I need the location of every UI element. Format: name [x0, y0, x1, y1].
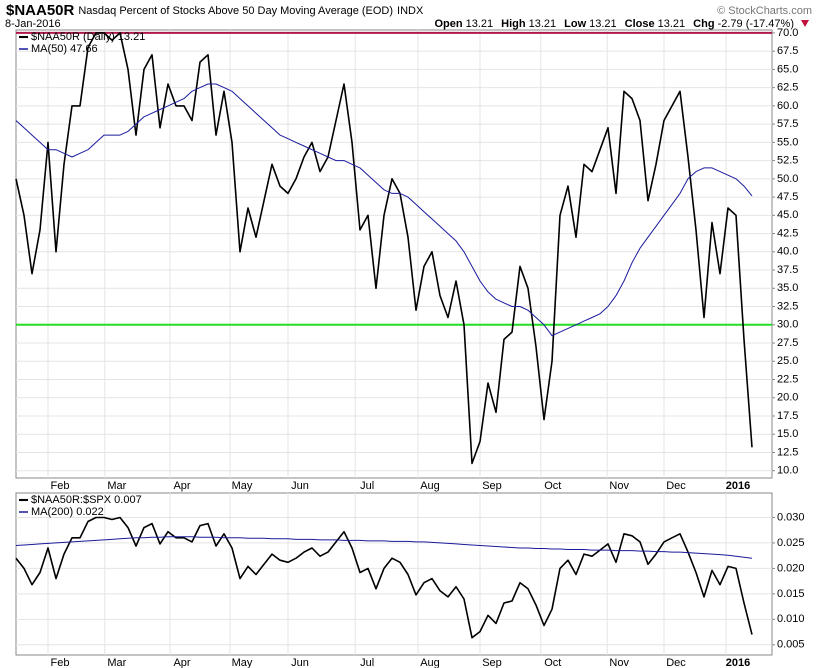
y-tick-label: 45.0: [777, 209, 798, 221]
y-tick-label: 37.5: [777, 264, 798, 276]
x-tick-label: Jun: [291, 657, 309, 668]
y-tick-label: 0.005: [777, 639, 805, 651]
x-tick-label: Sep: [482, 657, 502, 668]
y-tick-label: 47.5: [777, 191, 798, 203]
x-tick-label: Apr: [173, 480, 190, 492]
title: Nasdaq Percent of Stocks Above 50 Day Mo…: [78, 5, 393, 17]
x-tick-label: Sep: [482, 480, 502, 492]
legend-label: MA(200) 0.022: [31, 506, 104, 518]
line-series: [15, 32, 753, 465]
quote-label: Chg: [693, 18, 714, 30]
x-tick-label: Mar: [107, 657, 126, 668]
y-tick-label: 10.0: [777, 465, 798, 477]
x-tick-label: Jul: [360, 480, 374, 492]
y-tick-label: 27.5: [777, 337, 798, 349]
symbol: $NAA50R: [6, 2, 75, 19]
y-tick-label: 0.010: [777, 613, 805, 625]
y-tick-label: 70.0: [777, 27, 798, 39]
y-tick-label: 35.0: [777, 282, 798, 294]
y-tick-label: 20.0: [777, 392, 798, 404]
x-tick-label: Oct: [544, 657, 561, 668]
y-tick-label: 22.5: [777, 373, 798, 385]
legend-label: $NAA50R (Daily) 13.21: [31, 31, 145, 43]
x-tick-label: Dec: [666, 657, 686, 668]
quote-label: Close: [625, 18, 655, 30]
chart-title: $NAA50R Nasdaq Percent of Stocks Above 50…: [6, 2, 424, 19]
y-tick-label: 0.020: [777, 562, 805, 574]
x-tick-label: May: [232, 657, 253, 668]
quote-value: 13.21: [466, 18, 494, 30]
quote: Open 13.21 High 13.21 Low 13.21 Close 13.21 Chg -…: [435, 18, 795, 30]
line-series: [15, 536, 753, 559]
down-arrow: [801, 20, 809, 27]
x-tick-label: Aug: [420, 657, 440, 668]
y-tick-label: 15.0: [777, 428, 798, 440]
x-tick-label: 2016: [726, 480, 750, 492]
quote-value: 13.21: [658, 18, 686, 30]
quote-value: -2.79 (-17.47%): [718, 18, 794, 30]
watermark: © StockCharts.com: [717, 5, 812, 17]
legend-label: $NAA50R:$SPX 0.007: [31, 494, 142, 506]
quote-value: 13.21: [529, 18, 557, 30]
quote-label: High: [501, 18, 526, 30]
x-tick-label: Jun: [291, 480, 309, 492]
line-series: [15, 516, 753, 639]
y-tick-label: 25.0: [777, 355, 798, 367]
x-tick-label: Jul: [360, 657, 374, 668]
quote-label: Open: [435, 18, 463, 30]
y-tick-label: 62.5: [777, 82, 798, 94]
y-tick-label: 30.0: [777, 319, 798, 331]
y-tick-label: 50.0: [777, 173, 798, 185]
quote-value: 13.21: [589, 18, 617, 30]
y-tick-label: 40.0: [777, 246, 798, 258]
y-tick-label: 0.015: [777, 588, 805, 600]
y-tick-label: 55.0: [777, 136, 798, 148]
y-tick-label: 67.5: [777, 45, 798, 57]
plot-area: [15, 492, 773, 656]
x-tick-label: Oct: [544, 480, 561, 492]
legend-label: MA(50) 47.66: [31, 43, 98, 55]
y-tick-label: 57.5: [777, 118, 798, 130]
x-tick-label: Feb: [51, 657, 70, 668]
date: 8-Jan-2016: [5, 18, 61, 30]
y-tick-label: 52.5: [777, 155, 798, 167]
plot-area: [15, 29, 773, 479]
y-tick-label: 32.5: [777, 300, 798, 312]
x-tick-label: Nov: [609, 480, 629, 492]
exchange: INDX: [397, 5, 424, 17]
x-tick-label: Aug: [420, 480, 440, 492]
y-tick-label: 42.5: [777, 227, 798, 239]
y-tick-label: 12.5: [777, 446, 798, 458]
quote-label: Low: [564, 18, 586, 30]
y-tick-label: 0.030: [777, 511, 805, 523]
x-tick-label: Apr: [173, 657, 190, 668]
line-series: [15, 83, 753, 337]
y-tick-label: 0.025: [777, 537, 805, 549]
x-tick-label: May: [232, 480, 253, 492]
x-tick-label: Feb: [51, 480, 70, 492]
x-tick-label: 2016: [726, 657, 750, 668]
y-tick-label: 17.5: [777, 410, 798, 422]
y-tick-label: 65.0: [777, 63, 798, 75]
x-tick-label: Nov: [609, 657, 629, 668]
x-tick-label: Mar: [107, 480, 126, 492]
y-tick-label: 60.0: [777, 100, 798, 112]
x-tick-label: Dec: [666, 480, 686, 492]
